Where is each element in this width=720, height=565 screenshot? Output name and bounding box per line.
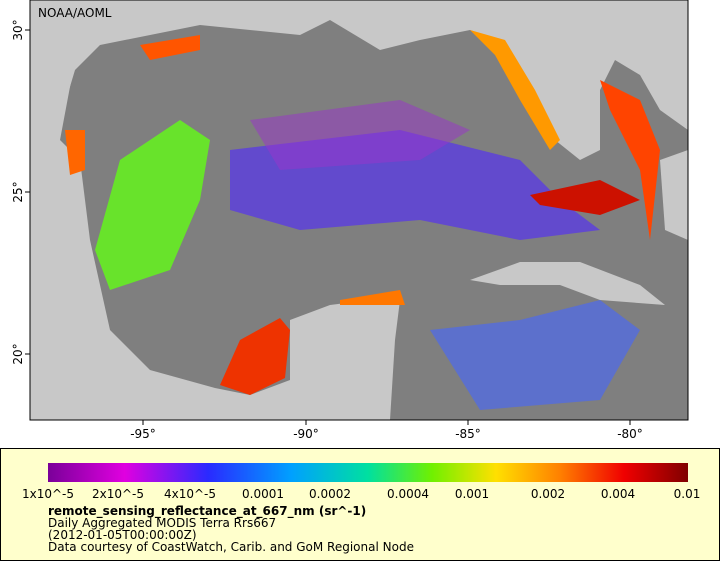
lon-label: -85° — [455, 427, 481, 441]
lon-label: -95° — [130, 427, 156, 441]
colorbar-label: 0.01 — [674, 487, 701, 501]
colorbar-label: 0.001 — [455, 487, 489, 501]
watermark: NOAA/AOML — [38, 6, 112, 20]
coastal-patch — [220, 318, 290, 395]
lat-label: 30° — [11, 19, 25, 40]
colorbar-label: 0.0004 — [387, 487, 429, 501]
coastal-patch — [140, 35, 200, 60]
legend-title: remote_sensing_reflectance_at_667_nm (sr… — [48, 504, 366, 519]
lon-label: -90° — [293, 427, 319, 441]
legend-line: Daily Aggregated MODIS Terra Rrs667 — [48, 516, 276, 530]
coastal-patch — [430, 300, 640, 410]
algae-patch — [95, 120, 210, 290]
colorbar-label: 0.0001 — [242, 487, 284, 501]
colorbar-label: 4x10^-5 — [164, 487, 216, 501]
legend-line: Data courtesy of CoastWatch, Carib. and … — [48, 540, 414, 554]
colorbar-label: 2x10^-5 — [92, 487, 144, 501]
land — [660, 150, 688, 240]
coastal-patch — [65, 130, 85, 175]
coastal-patch — [600, 80, 660, 240]
map-frame — [29, 0, 689, 421]
colorbar — [48, 463, 688, 482]
legend-line: (2012-01-05T00:00:00Z) — [48, 528, 197, 542]
lon-label: -80° — [617, 427, 643, 441]
lat-axis: 30° 25° 20° — [11, 19, 30, 365]
coastal-patch — [530, 180, 640, 215]
lat-label: 25° — [11, 181, 25, 202]
colorbar-label: 1x10^-5 — [22, 487, 74, 501]
lon-axis: -95° -90° -85° -80° — [130, 420, 643, 441]
map — [30, 0, 688, 420]
colorbar-label: 0.002 — [531, 487, 565, 501]
coastal-patch — [340, 290, 405, 305]
land — [30, 0, 400, 420]
lat-label: 20° — [11, 343, 25, 364]
coastal-patch — [470, 30, 560, 150]
reflectance-patch — [250, 100, 470, 170]
colorbar-label: 0.0002 — [309, 487, 351, 501]
colorbar-ticks: 1x10^-5 2x10^-5 4x10^-5 0.0001 0.0002 0.0004 0… — [22, 487, 700, 501]
legend-lines: Daily Aggregated MODIS Terra Rrs667(2012… — [48, 516, 414, 554]
land — [470, 262, 665, 305]
colorbar-label: 0.004 — [601, 487, 635, 501]
